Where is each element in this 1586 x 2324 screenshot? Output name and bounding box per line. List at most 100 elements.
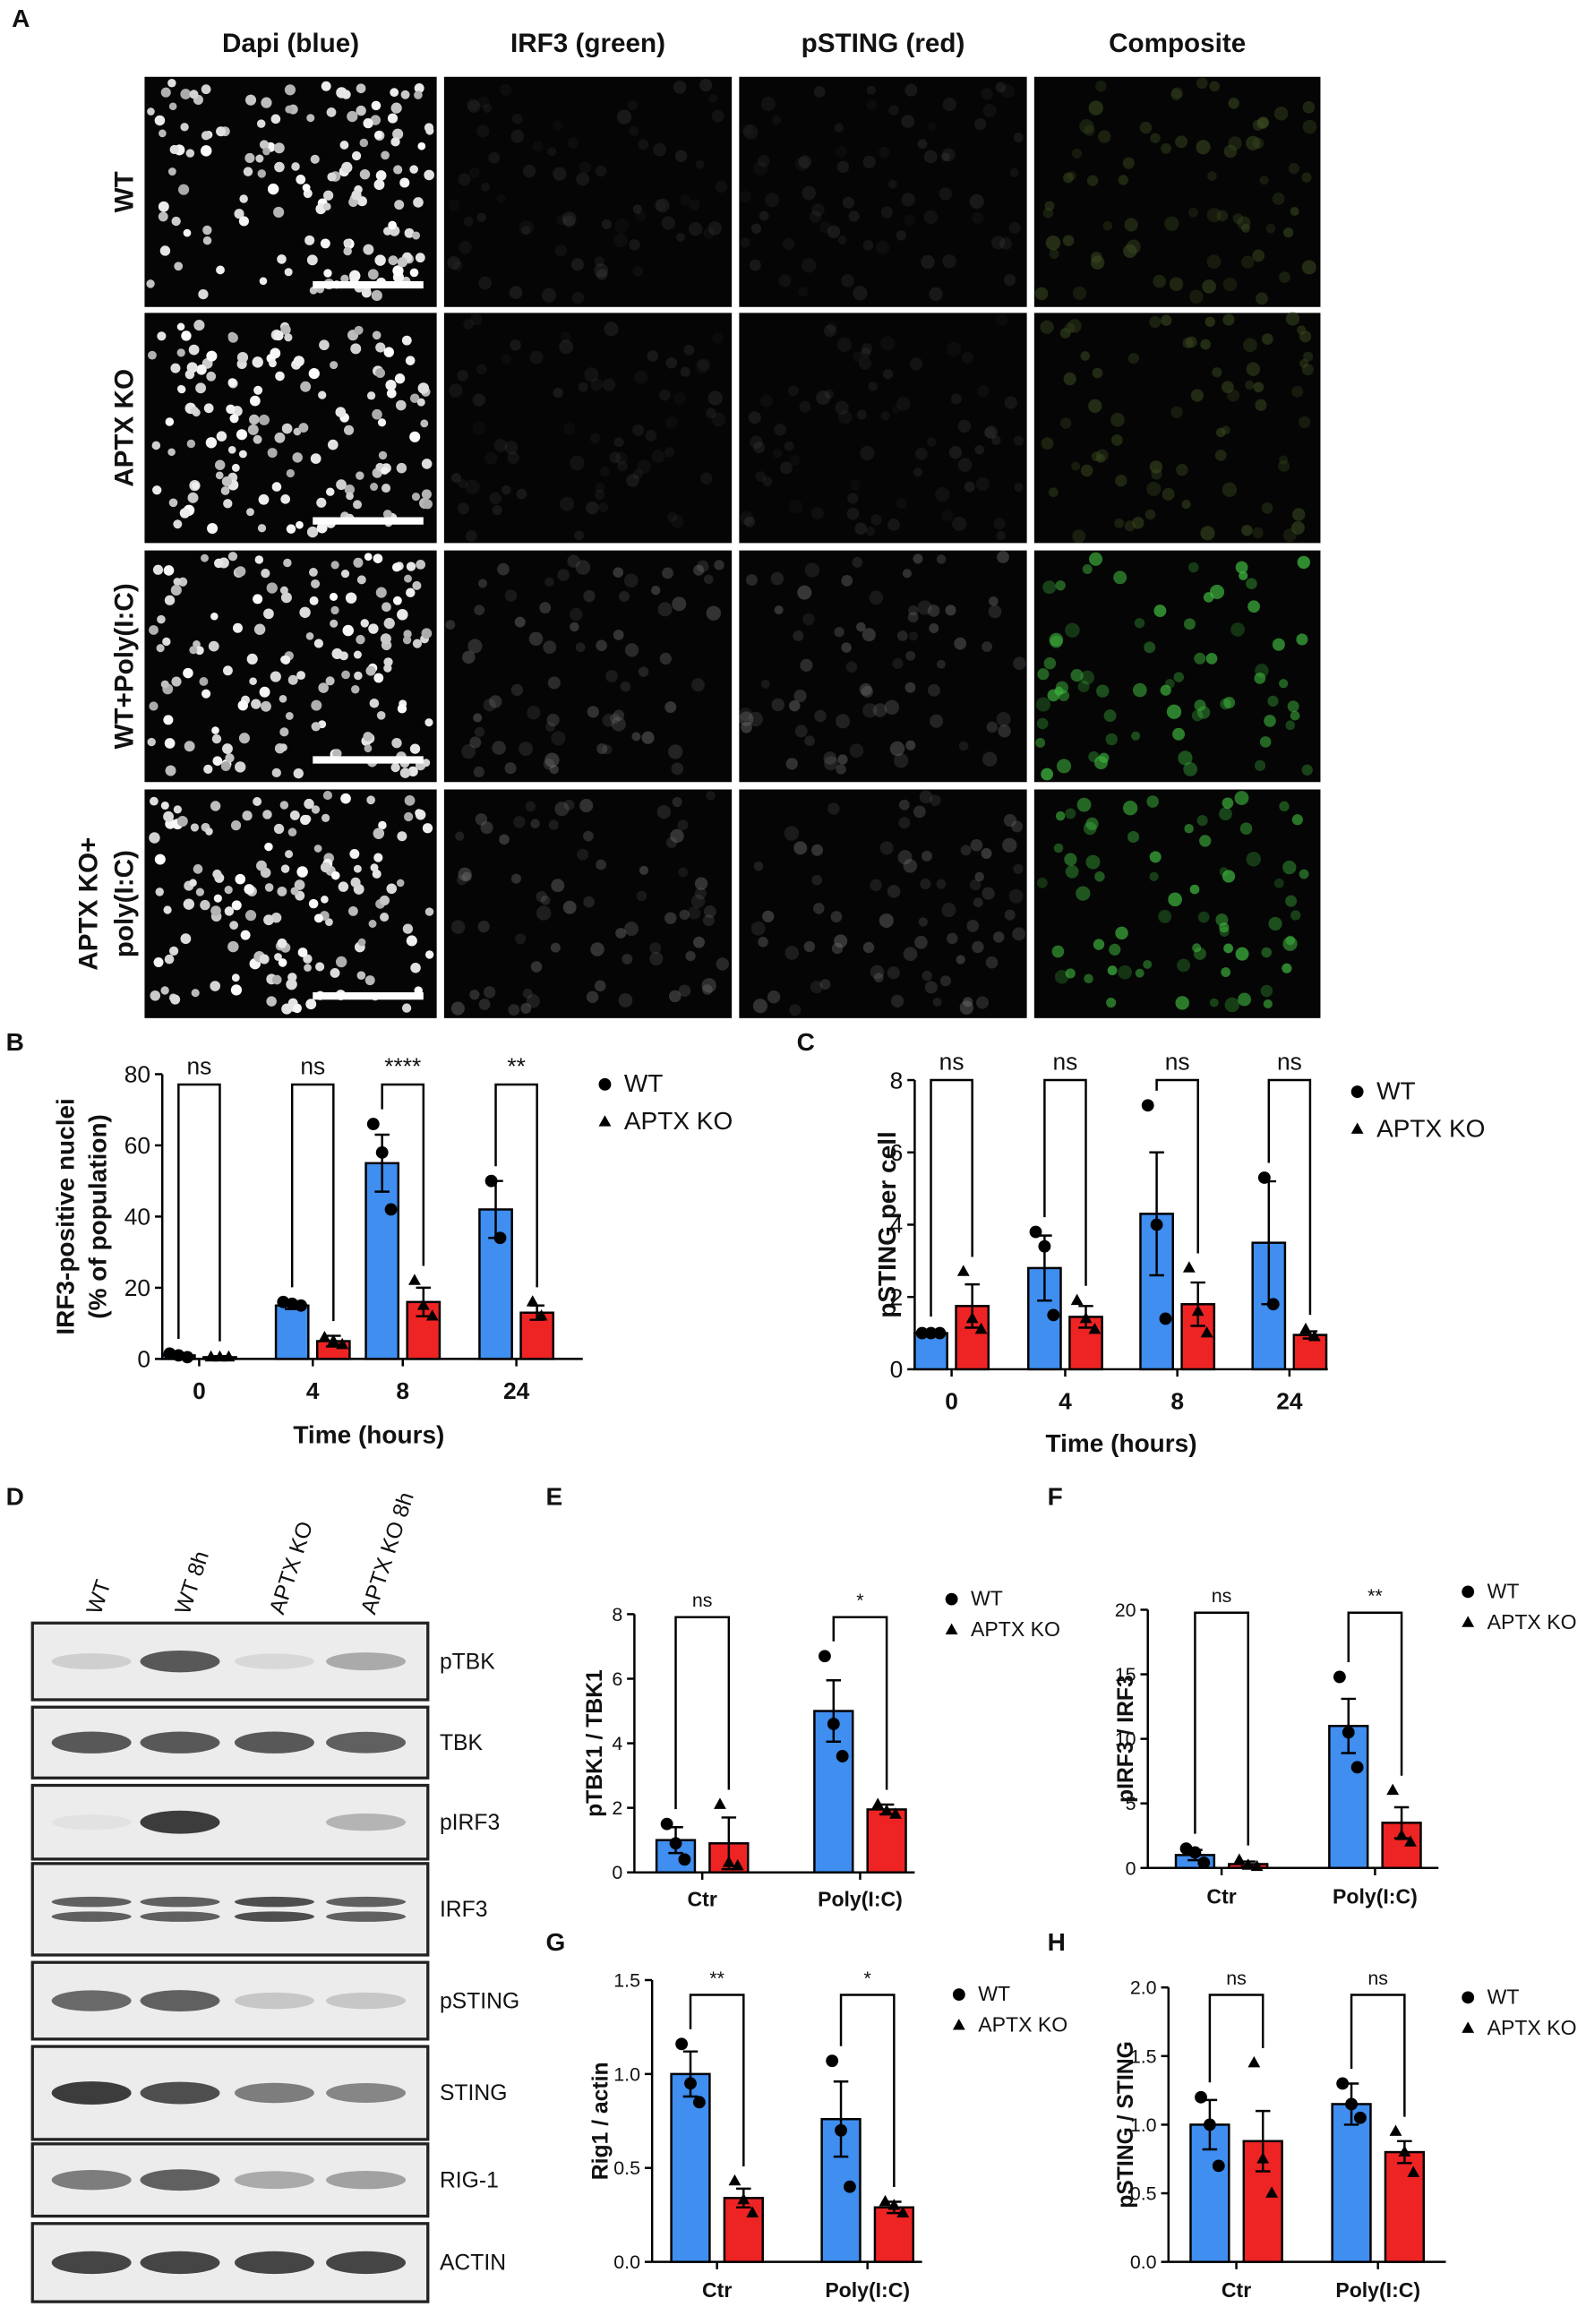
cell <box>1095 453 1106 463</box>
cell <box>500 83 512 96</box>
cell <box>353 557 364 568</box>
cell <box>544 577 554 587</box>
cell <box>659 389 671 401</box>
cell <box>948 445 963 459</box>
x-tick-label: 8 <box>1170 1387 1184 1414</box>
cell <box>952 516 967 531</box>
cell <box>575 642 586 653</box>
cell <box>1072 286 1087 300</box>
cell <box>859 682 872 696</box>
cell <box>579 798 594 813</box>
cell <box>330 967 340 978</box>
cell <box>356 471 364 480</box>
cell <box>623 573 639 588</box>
cell <box>819 979 831 990</box>
significance-label: ns <box>186 1052 211 1079</box>
cell <box>896 396 911 411</box>
cell <box>887 885 901 898</box>
data-point <box>416 1299 430 1310</box>
panel-letter: F <box>1048 1483 1063 1511</box>
cell <box>191 989 200 998</box>
cell <box>1013 863 1024 874</box>
cell <box>189 879 197 888</box>
cell <box>637 459 651 475</box>
cell <box>1184 823 1194 834</box>
cell <box>904 682 916 693</box>
cell <box>929 623 939 633</box>
cell <box>296 520 304 529</box>
legend-marker <box>1350 1122 1364 1134</box>
cell <box>235 873 246 885</box>
data-point <box>1247 2055 1261 2068</box>
cell <box>346 492 354 501</box>
cell <box>459 241 472 254</box>
cell <box>341 670 350 680</box>
cell <box>153 956 164 967</box>
cell <box>326 487 335 496</box>
cell <box>554 802 570 817</box>
cell <box>672 797 682 808</box>
cell <box>412 580 422 590</box>
data-point <box>425 1309 439 1321</box>
cell <box>651 449 665 463</box>
cell <box>414 90 423 99</box>
cell <box>148 350 157 360</box>
cell <box>1150 133 1161 143</box>
cell <box>1003 273 1016 287</box>
legend-marker <box>598 1115 612 1127</box>
row-label: WT <box>109 171 139 212</box>
cell <box>200 899 210 911</box>
data-point <box>526 1295 539 1307</box>
cell <box>497 562 510 576</box>
cell <box>543 759 555 770</box>
cell <box>353 500 363 510</box>
cell <box>550 942 561 953</box>
cell <box>256 119 266 128</box>
cell <box>159 245 171 256</box>
cell <box>278 958 287 967</box>
band <box>234 2251 314 2275</box>
y-tick-label: 1.0 <box>1130 2114 1157 2136</box>
cell <box>293 768 304 779</box>
cell <box>1170 406 1183 419</box>
cell <box>683 344 695 356</box>
cell <box>196 364 207 375</box>
cell <box>236 352 249 364</box>
cell <box>856 622 866 632</box>
cell <box>199 677 209 686</box>
cell <box>1216 210 1229 222</box>
cell <box>388 255 399 266</box>
y-tick-label: 0.5 <box>1130 2183 1157 2205</box>
cell <box>602 744 613 755</box>
cell <box>762 476 773 487</box>
cell <box>406 935 417 947</box>
cell <box>481 183 491 193</box>
cell <box>594 489 605 501</box>
cell <box>936 879 947 889</box>
cell <box>283 558 292 568</box>
cell <box>1219 922 1230 933</box>
cell <box>1127 830 1140 844</box>
cell <box>856 409 867 420</box>
cell <box>1256 292 1268 305</box>
cell <box>999 237 1013 250</box>
cell <box>294 879 305 891</box>
cell <box>617 460 629 472</box>
cell <box>711 109 724 123</box>
cell <box>990 236 1006 250</box>
cell <box>567 137 579 149</box>
cell <box>1115 474 1127 487</box>
cell <box>164 738 176 749</box>
cell <box>168 946 179 956</box>
cell <box>1132 517 1144 529</box>
cell <box>253 594 263 605</box>
cell <box>222 665 233 676</box>
cell <box>613 567 624 578</box>
cell <box>1123 244 1137 259</box>
cell <box>264 842 273 852</box>
cell <box>176 815 188 828</box>
cell <box>679 909 690 921</box>
cell <box>158 211 168 222</box>
cell <box>929 287 943 301</box>
cell <box>620 681 631 692</box>
